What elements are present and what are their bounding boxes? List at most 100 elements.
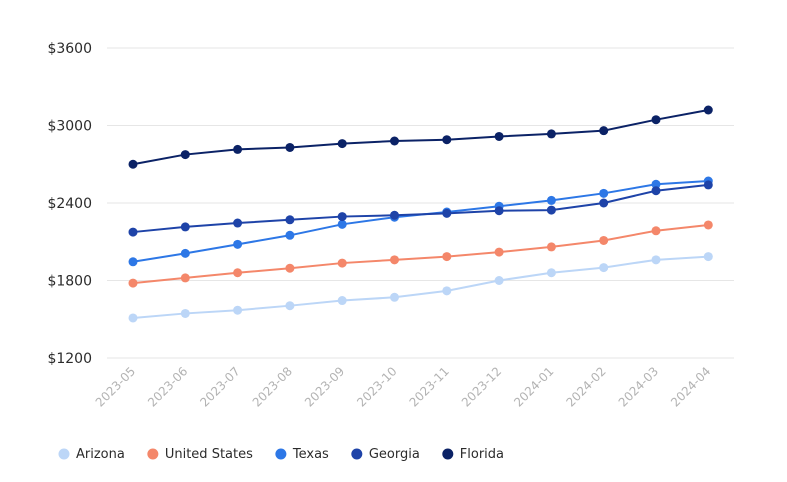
series-united-states [128, 220, 713, 288]
series-texas [128, 176, 713, 267]
data-point [337, 258, 347, 268]
legend-marker [58, 448, 70, 460]
data-point [180, 222, 190, 232]
x-tick-label: 2024-02 [563, 364, 608, 409]
data-point [233, 268, 243, 278]
data-point [337, 219, 347, 229]
x-tick-label: 2023-09 [302, 364, 347, 409]
x-tick-label: 2023-06 [145, 364, 190, 409]
y-tick-label: $2400 [47, 196, 92, 212]
series-line [132, 180, 709, 263]
series-georgia [128, 180, 713, 237]
series-line [132, 183, 709, 234]
data-point [442, 135, 452, 145]
x-tick-label: 2023-10 [354, 364, 399, 409]
data-point [390, 292, 399, 302]
data-point [337, 296, 347, 306]
data-point [180, 273, 190, 283]
data-point [390, 136, 399, 146]
x-tick-label: 2024-04 [668, 364, 713, 409]
legend-label: Georgia [369, 447, 420, 462]
series-arizona [128, 252, 713, 323]
data-point [703, 105, 713, 115]
data-point [128, 278, 138, 288]
data-point [703, 252, 713, 262]
series-line [132, 255, 709, 319]
data-point [285, 215, 295, 225]
data-point [599, 198, 609, 208]
data-point [494, 276, 504, 285]
legend-item[interactable]: Texas [275, 447, 329, 462]
x-tick-label: 2023-11 [407, 364, 452, 409]
data-point [128, 313, 138, 323]
legend: Arizona United States Texas Georgia Florida [58, 447, 504, 462]
data-point [651, 186, 661, 196]
data-point [285, 263, 295, 273]
data-point [546, 268, 556, 278]
data-point [599, 235, 609, 245]
legend-marker [351, 448, 363, 460]
data-point [703, 180, 713, 190]
data-point [128, 159, 138, 169]
data-point [651, 255, 661, 265]
data-point [180, 150, 190, 160]
x-axis: 2023-05 2023-06 2023-07 2023-08 2023-09 2023-… [93, 364, 714, 409]
data-point [651, 115, 661, 125]
data-point [651, 179, 661, 189]
data-point [494, 247, 504, 257]
data-point [233, 305, 243, 315]
x-tick-label: 2023-05 [93, 364, 138, 409]
data-point [285, 230, 295, 240]
legend-label: Arizona [76, 447, 125, 462]
series-line [132, 109, 709, 166]
legend-label: United States [165, 447, 253, 462]
data-point [651, 226, 661, 236]
y-axis: $1200 $1800 $2400 $3000 $3600 [47, 41, 92, 367]
data-point [599, 263, 609, 273]
data-point [285, 142, 295, 152]
legend-label: Texas [292, 447, 329, 462]
data-point [285, 301, 295, 311]
y-tick-label: $3000 [47, 119, 92, 135]
y-tick-label: $1800 [47, 274, 92, 290]
data-point [128, 257, 138, 267]
series-line [132, 223, 709, 285]
x-tick-label: 2023-12 [459, 364, 504, 409]
data-point [442, 286, 452, 296]
data-point [546, 129, 556, 139]
x-tick-label: 2023-07 [197, 364, 242, 409]
y-tick-label: $3600 [47, 41, 92, 57]
data-point [494, 206, 504, 216]
data-point [337, 139, 347, 149]
legend-item[interactable]: United States [147, 447, 253, 462]
data-point [442, 208, 452, 218]
data-point [337, 212, 347, 222]
legend-marker [442, 448, 454, 460]
data-point [703, 220, 713, 230]
data-point [546, 242, 556, 252]
legend-marker [275, 448, 287, 460]
data-point [390, 255, 399, 265]
data-point [390, 210, 399, 220]
legend-item[interactable]: Arizona [58, 447, 125, 462]
data-point [128, 227, 138, 237]
legend-item[interactable]: Florida [442, 447, 504, 462]
legend-item[interactable]: Georgia [351, 447, 420, 462]
data-point [599, 126, 609, 136]
x-tick-label: 2023-08 [250, 364, 295, 409]
data-point [494, 131, 504, 141]
data-point [233, 239, 243, 249]
series-lines [128, 105, 713, 323]
x-tick-label: 2024-03 [616, 364, 661, 409]
legend-label: Florida [460, 447, 504, 462]
data-point [546, 205, 556, 215]
data-point [233, 218, 243, 228]
data-point [233, 144, 243, 154]
y-tick-label: $1200 [47, 351, 92, 367]
data-point [546, 195, 556, 205]
data-point [599, 188, 609, 198]
x-tick-label: 2024-01 [511, 364, 556, 409]
data-point [180, 248, 190, 258]
